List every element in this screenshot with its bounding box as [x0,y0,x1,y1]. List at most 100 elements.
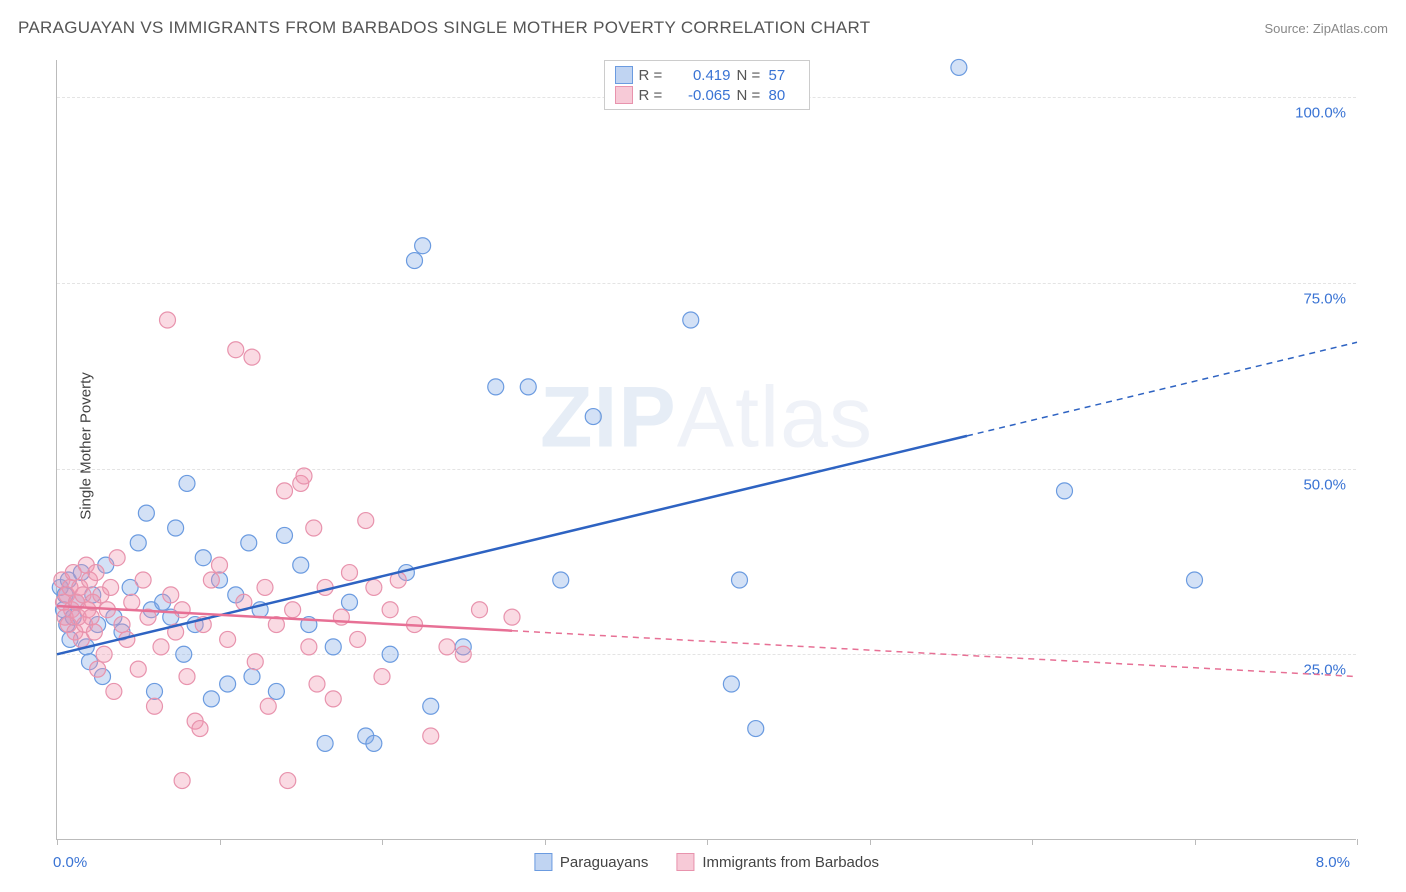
legend-bottom-item: Paraguayans [534,853,648,871]
legend-n-label: N = [737,87,763,104]
data-point [88,565,104,581]
data-point [147,683,163,699]
trend-line-extrapolated [512,631,1357,677]
data-point [455,646,471,662]
data-point [168,520,184,536]
data-point [415,238,431,254]
legend-label: Paraguayans [560,854,648,871]
data-point [257,579,273,595]
data-point [241,535,257,551]
data-point [192,721,208,737]
title-bar: PARAGUAYAN VS IMMIGRANTS FROM BARBADOS S… [18,18,1388,38]
data-point [309,676,325,692]
data-point [277,527,293,543]
data-point [90,661,106,677]
data-point [268,683,284,699]
data-point [553,572,569,588]
data-point [1187,572,1203,588]
x-tick [1032,839,1033,845]
legend-swatch [615,86,633,104]
data-point [280,773,296,789]
data-point [130,661,146,677]
data-point [114,617,130,633]
data-point [342,594,358,610]
data-point [163,587,179,603]
data-point [135,572,151,588]
data-point [103,579,119,595]
x-tick [1357,839,1358,845]
data-point [439,639,455,655]
data-point [174,773,190,789]
data-point [83,609,99,625]
data-point [366,735,382,751]
data-point [520,379,536,395]
data-point [138,505,154,521]
legend-bottom: Paraguayans Immigrants from Barbados [534,853,879,871]
data-point [130,535,146,551]
data-point [220,631,236,647]
data-point [277,483,293,499]
data-point [220,676,236,692]
data-point [951,59,967,75]
data-point [244,669,260,685]
data-point [203,691,219,707]
scatter-svg [57,60,1356,839]
plot-area: ZIPAtlas 25.0%50.0%75.0%100.0% 0.0%8.0% … [56,60,1356,840]
data-point [423,698,439,714]
legend-r-value: 0.419 [671,67,731,84]
data-point [1057,483,1073,499]
data-point [723,676,739,692]
data-point [285,602,301,618]
legend-top-row: R =0.419N =57 [615,65,799,85]
data-point [374,669,390,685]
legend-swatch [615,66,633,84]
data-point [147,698,163,714]
x-tick [707,839,708,845]
data-point [244,349,260,365]
legend-bottom-item: Immigrants from Barbados [676,853,879,871]
data-point [174,602,190,618]
legend-n-value: 57 [769,67,799,84]
data-point [260,698,276,714]
data-point [306,520,322,536]
data-point [160,312,176,328]
data-point [472,602,488,618]
data-point [109,550,125,566]
data-point [382,646,398,662]
x-tick [220,839,221,845]
x-tick-label: 8.0% [1316,854,1350,871]
legend-swatch [534,853,552,871]
data-point [317,735,333,751]
chart-title: PARAGUAYAN VS IMMIGRANTS FROM BARBADOS S… [18,18,870,38]
data-point [407,253,423,269]
data-point [350,631,366,647]
data-point [153,639,169,655]
data-point [748,721,764,737]
data-point [585,409,601,425]
data-point [176,646,192,662]
x-tick [57,839,58,845]
data-point [423,728,439,744]
data-point [732,572,748,588]
legend-top-row: R =-0.065N =80 [615,85,799,105]
legend-label: Immigrants from Barbados [702,854,879,871]
data-point [301,639,317,655]
data-point [106,683,122,699]
source-label: Source: ZipAtlas.com [1264,21,1388,36]
data-point [488,379,504,395]
x-tick [382,839,383,845]
data-point [228,342,244,358]
legend-top: R =0.419N =57R =-0.065N =80 [604,60,810,110]
data-point [293,557,309,573]
data-point [195,550,211,566]
legend-n-value: 80 [769,87,799,104]
x-tick [870,839,871,845]
data-point [366,579,382,595]
data-point [212,557,228,573]
data-point [124,594,140,610]
data-point [325,691,341,707]
data-point [358,513,374,529]
x-tick [1195,839,1196,845]
x-tick-label: 0.0% [53,854,87,871]
legend-r-value: -0.065 [671,87,731,104]
